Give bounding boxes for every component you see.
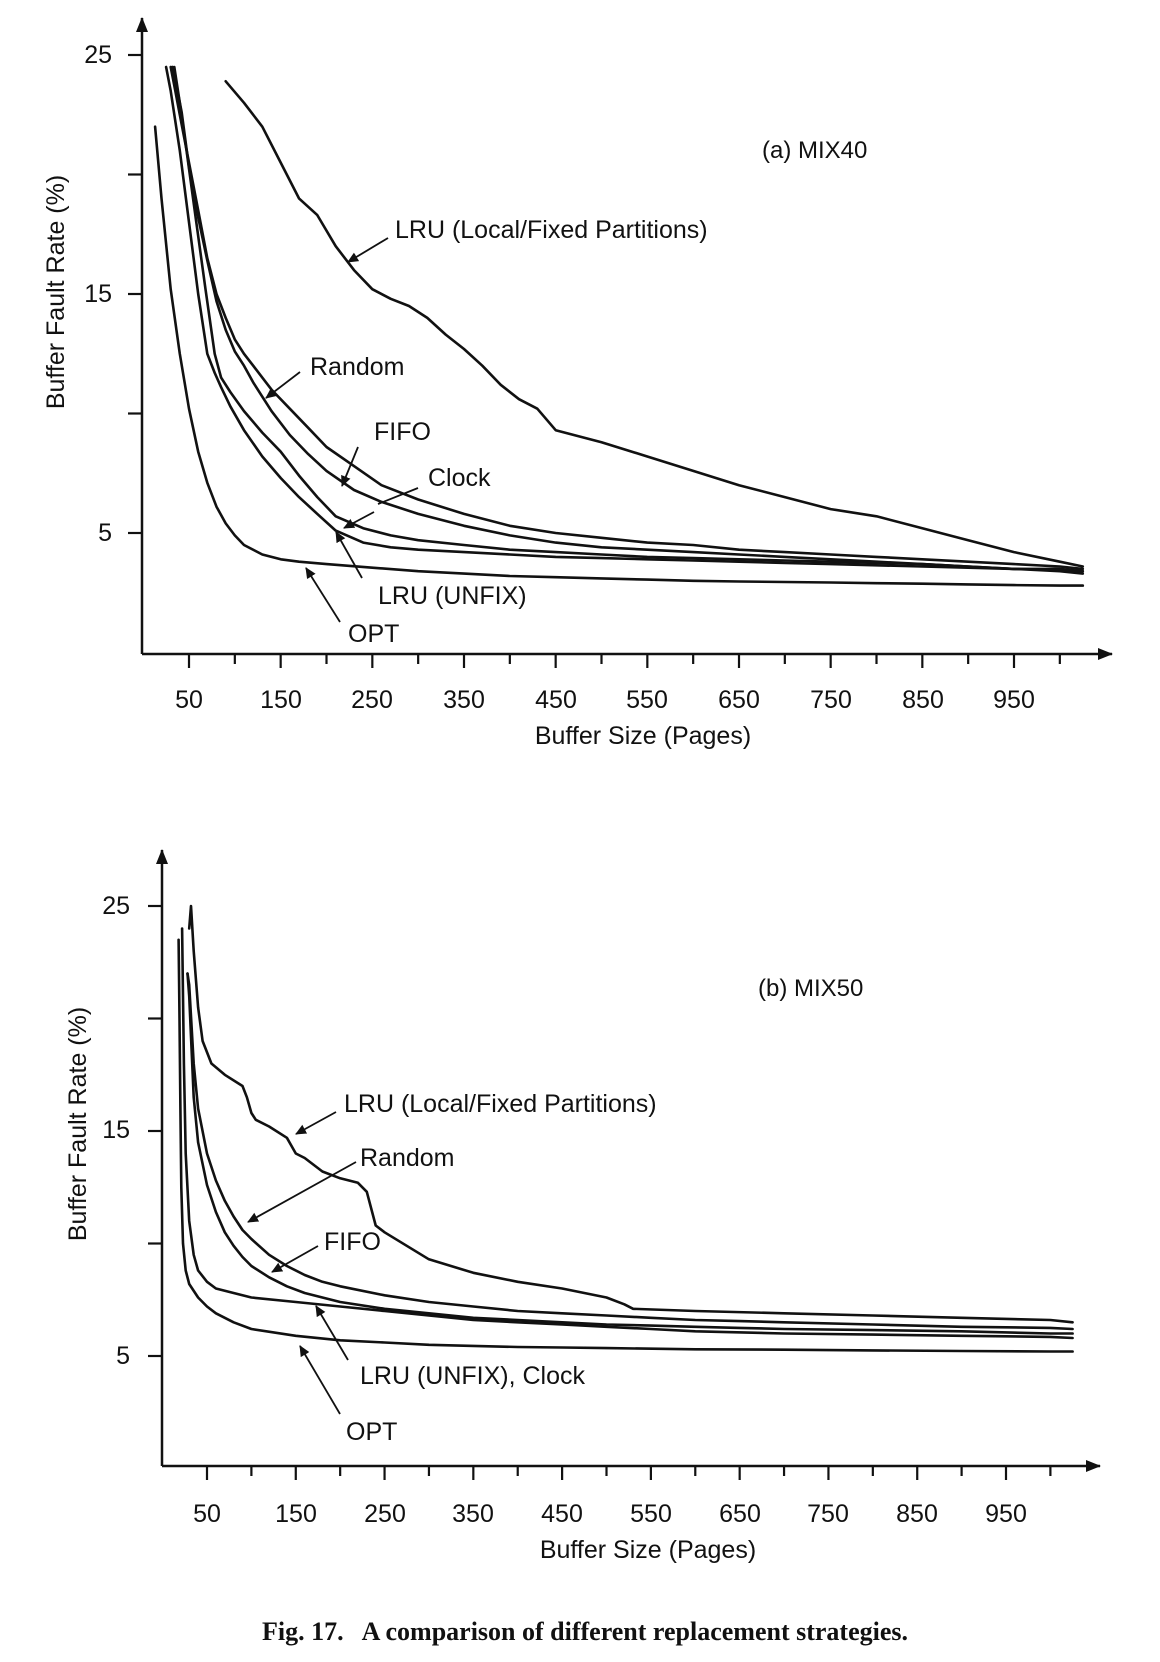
b-xtick-850: 850: [896, 1500, 938, 1528]
panel-a-ticks: [128, 53, 1061, 668]
leader-b-fifo: [271, 1245, 319, 1273]
a-series-lru-unfix: [164, 65, 1085, 573]
panel-b-y-tick-labels: 25 15 5: [102, 892, 130, 1370]
a-series-clock: [173, 65, 1085, 575]
b-series-random: [186, 972, 1074, 1331]
b-ytick-5: 5: [116, 1342, 130, 1370]
b-series-opt: [177, 938, 1074, 1353]
b-xtick-350: 350: [452, 1500, 494, 1528]
b-xtick-50: 50: [193, 1500, 221, 1528]
b-xtick-650: 650: [719, 1500, 761, 1528]
leader-a-lru-unfix: [335, 531, 363, 579]
panel-b-leaders: [247, 1111, 357, 1415]
leader-a-clock-arrow: [343, 511, 375, 529]
b-y-axis-title: Buffer Fault Rate (%): [64, 1007, 92, 1241]
b-label-lru-unfix-clock: LRU (UNFIX), Clock: [360, 1362, 586, 1390]
b-series-fifo: [186, 972, 1074, 1335]
b-series-lru-local-fixed-partitions: [187, 904, 1074, 1324]
a-xtick-150: 150: [260, 686, 302, 714]
panel-b-ticks: [148, 904, 1052, 1480]
panel-b-series: [177, 904, 1074, 1353]
panel-b-x-tick-labels: 50 150 250 350 450 550 650 750 850 950: [193, 1500, 1027, 1528]
b-xtick-150: 150: [275, 1500, 317, 1528]
leader-a-clock: [377, 487, 419, 505]
leader-b-lru-unfix: [315, 1305, 349, 1361]
panel-a-y-tick-labels: 25 15 5: [84, 41, 112, 547]
panel-a-series: [153, 65, 1085, 587]
a-xtick-850: 850: [902, 686, 944, 714]
panel-b-mix50: 25 15 5 50 150 250 350 450 550 650 750 8…: [64, 849, 1101, 1564]
a-series-opt: [153, 125, 1085, 587]
a-ytick-5: 5: [98, 519, 112, 547]
b-label-fifo: FIFO: [324, 1228, 381, 1256]
leader-a-fifo: [341, 446, 359, 487]
leader-b-opt: [299, 1345, 341, 1415]
a-label-fifo: FIFO: [374, 418, 431, 446]
a-series-lru-local-fixed-partitions: [224, 80, 1085, 568]
a-panel-title: (a) MIX40: [762, 137, 867, 164]
b-xtick-550: 550: [630, 1500, 672, 1528]
a-xtick-50: 50: [175, 686, 203, 714]
panel-a-leaders: [265, 237, 419, 623]
a-label-lru-local: LRU (Local/Fixed Partitions): [395, 216, 708, 244]
b-label-opt: OPT: [346, 1418, 397, 1446]
a-ytick-15: 15: [84, 280, 112, 308]
a-xtick-250: 250: [351, 686, 393, 714]
a-label-lru-unfix: LRU (UNFIX): [378, 582, 527, 610]
a-xtick-950: 950: [993, 686, 1035, 714]
b-xtick-950: 950: [985, 1500, 1027, 1528]
b-xtick-450: 450: [541, 1500, 583, 1528]
b-label-lru-local: LRU (Local/Fixed Partitions): [344, 1090, 657, 1118]
a-series-fifo: [171, 65, 1085, 573]
a-xtick-350: 350: [443, 686, 485, 714]
leader-b-lru-local: [295, 1111, 337, 1135]
leader-a-opt: [305, 567, 341, 623]
b-ytick-25: 25: [102, 892, 130, 920]
a-xtick-450: 450: [535, 686, 577, 714]
b-ytick-15: 15: [102, 1116, 130, 1144]
b-panel-title: (b) MIX50: [758, 975, 863, 1002]
a-label-opt: OPT: [348, 620, 399, 648]
figure-caption: Fig. 17. A comparison of different repla…: [262, 1617, 908, 1646]
b-x-axis-title: Buffer Size (Pages): [540, 1536, 756, 1564]
b-series-lru-unfix-clock: [180, 927, 1074, 1340]
a-xtick-650: 650: [718, 686, 760, 714]
a-xtick-750: 750: [810, 686, 852, 714]
leader-a-random: [265, 371, 301, 399]
a-xtick-550: 550: [626, 686, 668, 714]
b-xtick-250: 250: [364, 1500, 406, 1528]
b-xtick-750: 750: [807, 1500, 849, 1528]
leader-b-random: [247, 1161, 357, 1223]
a-series-random: [169, 65, 1085, 571]
panel-a-mix40: 25 15 5 50 150 250 350 450 550 650 750 8…: [42, 17, 1113, 750]
a-x-axis-title: Buffer Size (Pages): [535, 722, 751, 750]
b-label-random: Random: [360, 1144, 455, 1172]
a-label-clock: Clock: [428, 464, 491, 492]
a-y-axis-title: Buffer Fault Rate (%): [42, 175, 70, 409]
a-ytick-25: 25: [84, 41, 112, 69]
panel-a-x-tick-labels: 50 150 250 350 450 550 650 750 850 950: [175, 686, 1035, 714]
leader-a-lru-local: [347, 237, 389, 263]
a-label-random: Random: [310, 353, 405, 381]
